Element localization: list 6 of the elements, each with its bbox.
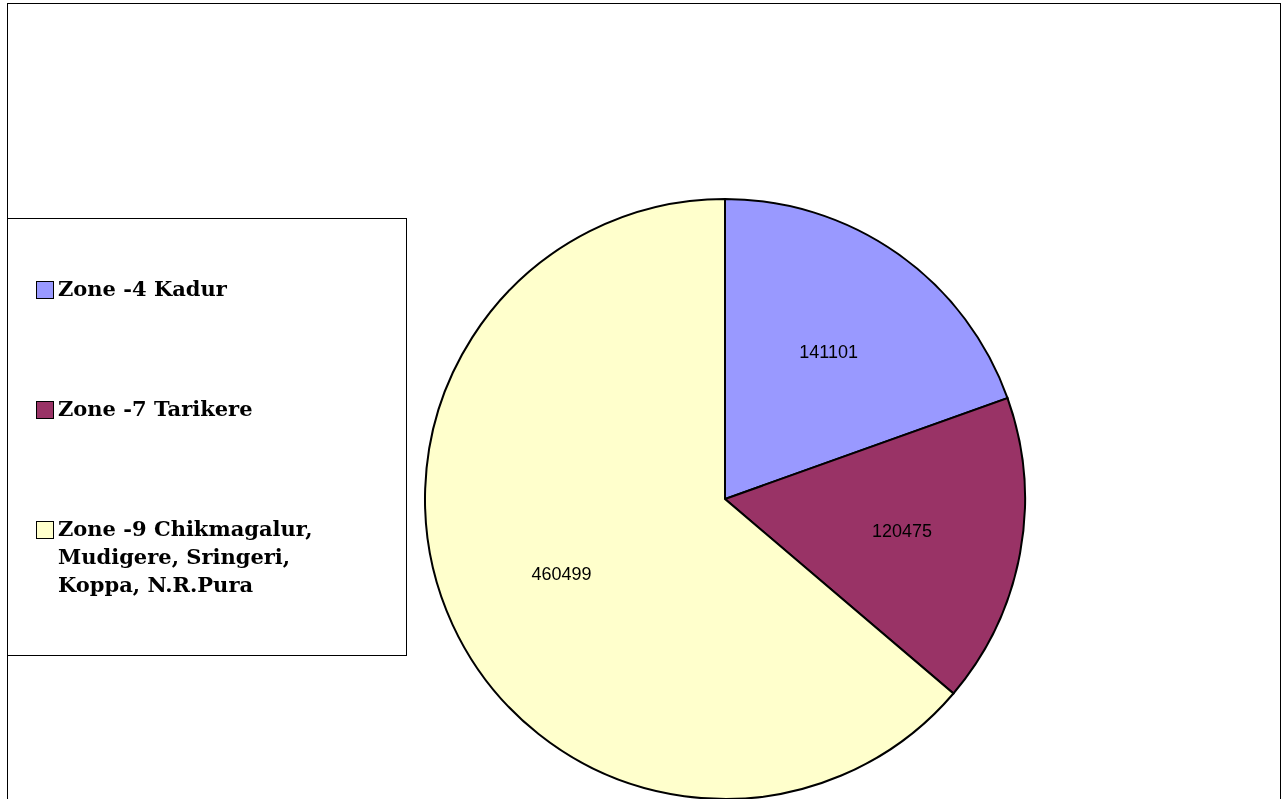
data-label: 460499	[531, 564, 592, 585]
data-label: 120475	[872, 521, 933, 542]
data-label: 141101	[799, 341, 859, 362]
legend-label: Zone -4 Kadur	[58, 275, 228, 303]
legend-label: Zone -7 Tarikere	[58, 395, 254, 423]
legend-label: Zone -9 Chikmagalur, Mudigere, Sringeri, Koppa, N.R.Pura	[58, 515, 314, 599]
